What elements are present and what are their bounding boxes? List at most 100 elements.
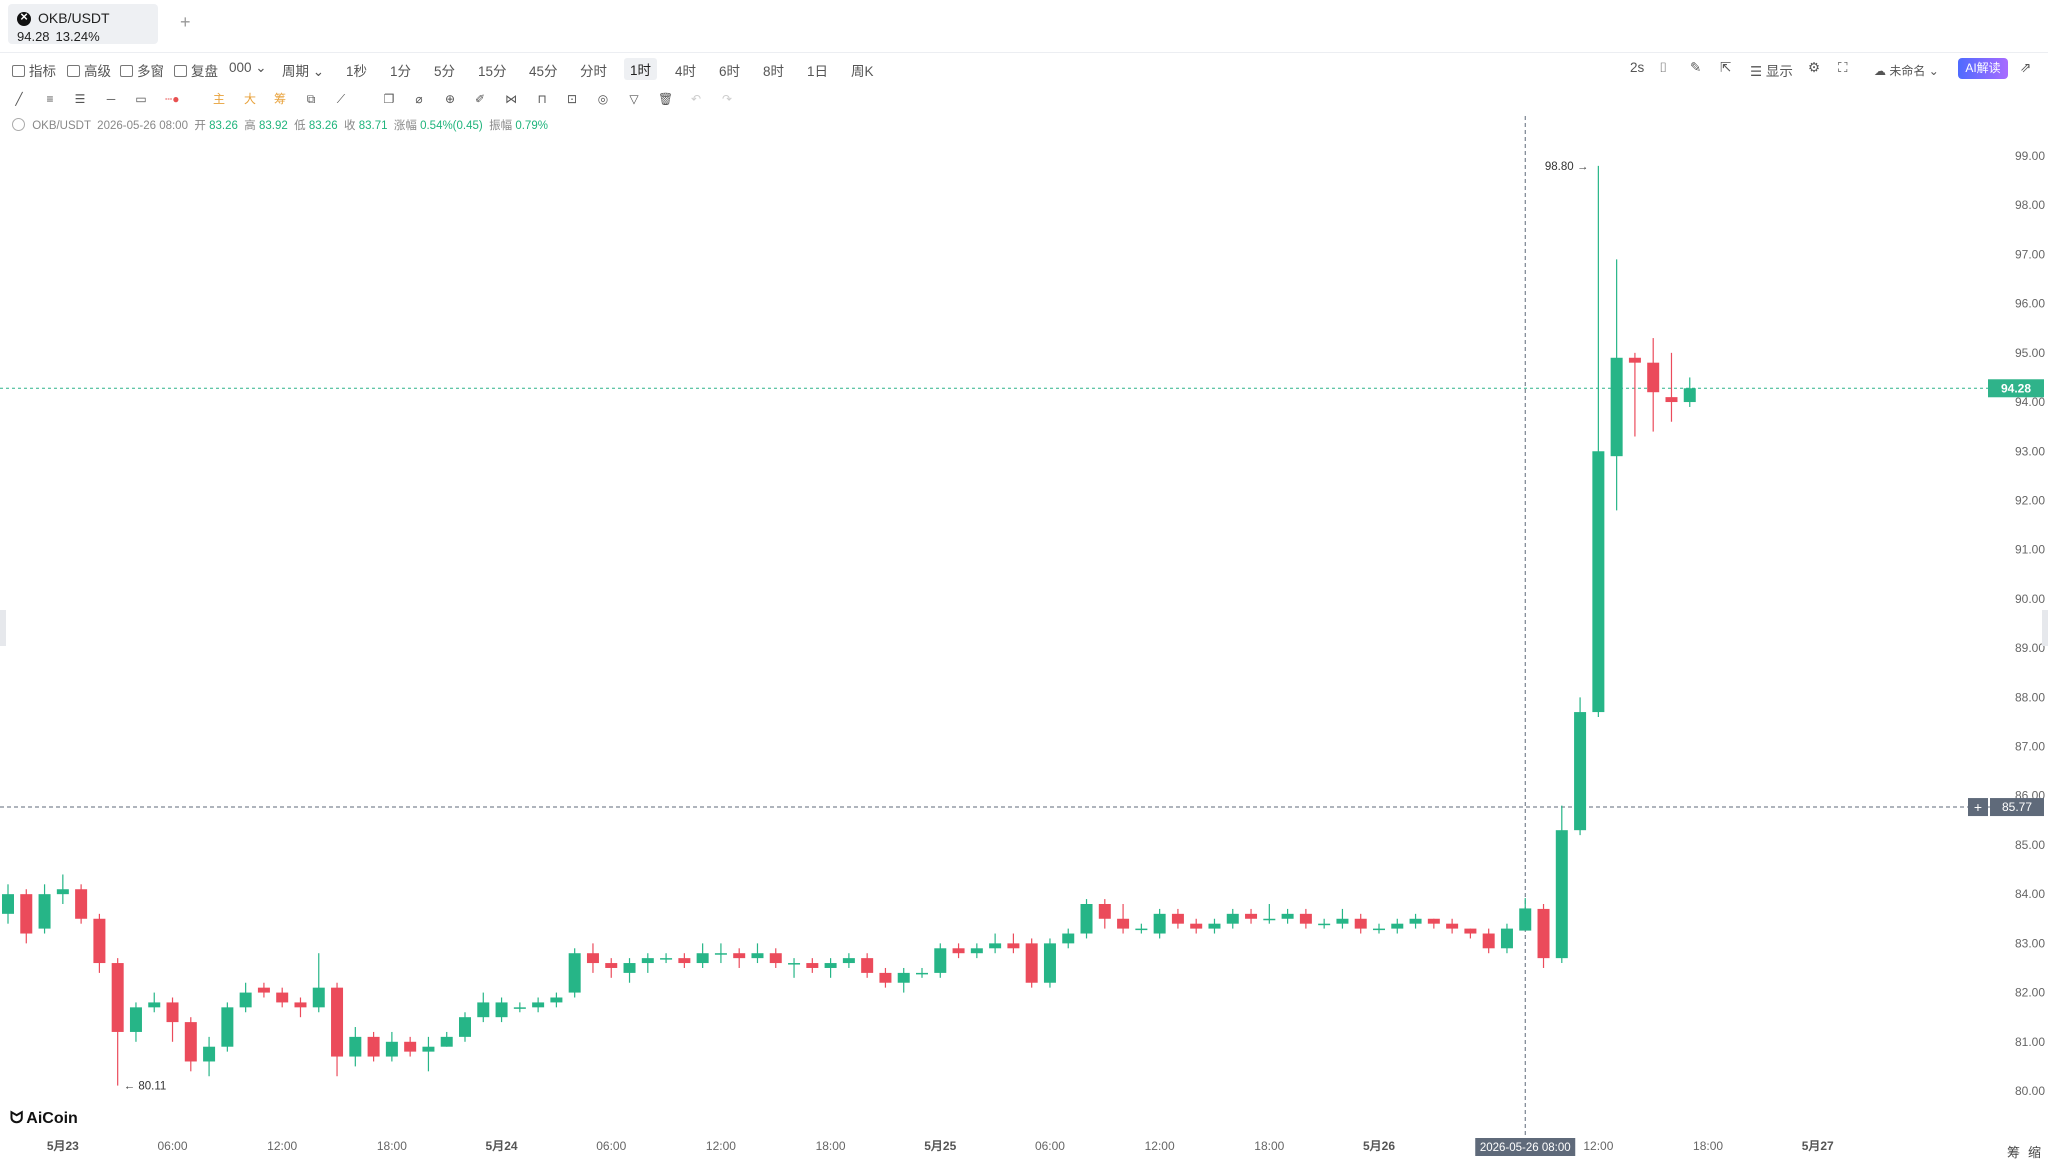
period-6h[interactable]: 6时 bbox=[719, 64, 741, 79]
last-price-badge-text: 94.28 bbox=[2001, 381, 2031, 395]
candle-body bbox=[1117, 918, 1130, 929]
horizontal-line-icon[interactable]: ─ bbox=[106, 92, 116, 106]
chips-button[interactable]: 筹 bbox=[273, 92, 286, 106]
candle bbox=[1354, 913, 1367, 934]
y-tick-label: 88.00 bbox=[2015, 690, 2045, 704]
candle-body bbox=[1336, 918, 1349, 924]
lock-icon[interactable]: ⊓ bbox=[537, 92, 547, 106]
ruler-icon[interactable]: ⌀ bbox=[415, 92, 423, 106]
candle-body bbox=[276, 992, 289, 1003]
visibility-icon[interactable] bbox=[12, 118, 25, 131]
period-dropdown[interactable]: 周期 ⌄ bbox=[282, 64, 325, 79]
candle bbox=[879, 967, 892, 988]
rectangle-icon[interactable]: ▭ bbox=[135, 92, 147, 106]
candle bbox=[532, 997, 545, 1013]
candle-body bbox=[678, 958, 691, 964]
candle-body bbox=[605, 963, 618, 968]
x-tick-label: 18:00 bbox=[816, 1139, 846, 1153]
copy-icon[interactable]: ❐ bbox=[383, 92, 395, 106]
compare-icon[interactable]: ⧉ bbox=[306, 92, 316, 106]
candle bbox=[1062, 928, 1075, 949]
export-icon[interactable]: ⇱ bbox=[1720, 60, 1732, 75]
left-panel-toggle[interactable] bbox=[0, 610, 6, 646]
candle bbox=[751, 943, 764, 964]
advanced-button[interactable]: 高级 bbox=[67, 60, 111, 80]
layout-dropdown[interactable]: ☁ 未命名 ⌄ bbox=[1874, 64, 1939, 78]
measure-icon[interactable]: ⟋ bbox=[336, 92, 346, 106]
candle bbox=[1318, 918, 1331, 929]
settings-icon[interactable]: ⚙ bbox=[1808, 60, 1821, 75]
ai-analysis-button[interactable]: AI解读 bbox=[1958, 58, 2008, 79]
period-5m[interactable]: 5分 bbox=[434, 64, 456, 79]
share-icon[interactable]: ⇗ bbox=[2020, 60, 2032, 75]
candle-body bbox=[532, 1002, 545, 1008]
main-force-button[interactable]: 主 bbox=[212, 92, 225, 106]
period-15m[interactable]: 15分 bbox=[478, 64, 507, 79]
fib-lines-icon[interactable]: ☰ bbox=[74, 92, 86, 106]
symbol-tab[interactable]: OKB/USDT 94.28 13.24% bbox=[8, 4, 158, 44]
period-45m[interactable]: 45分 bbox=[529, 64, 558, 79]
trash-icon[interactable]: 🗑 bbox=[658, 92, 674, 106]
candle-body bbox=[1025, 943, 1038, 983]
period-1d[interactable]: 1日 bbox=[807, 64, 829, 79]
parallel-lines-icon[interactable]: ≡ bbox=[46, 92, 54, 106]
zoom-toggle[interactable]: 缩 bbox=[2028, 1145, 2042, 1160]
x-tick-label: 06:00 bbox=[1035, 1139, 1065, 1153]
tab-price: 94.28 bbox=[17, 29, 50, 44]
period-4h[interactable]: 4时 bbox=[675, 64, 697, 79]
chips-toggle[interactable]: 筹 bbox=[2007, 1145, 2021, 1160]
redo-icon[interactable]: ↷ bbox=[721, 92, 733, 106]
period-8h[interactable]: 8时 bbox=[763, 64, 785, 79]
refresh-interval[interactable]: 2s bbox=[1630, 60, 1645, 75]
candle-body bbox=[1245, 913, 1258, 919]
period-1s[interactable]: 1秒 bbox=[346, 64, 368, 79]
tab-symbol: OKB/USDT bbox=[38, 10, 110, 26]
candlestick-chart[interactable]: 80.0081.0082.0083.0084.0085.0086.0087.00… bbox=[0, 112, 2048, 1161]
display-button[interactable]: ☰ 显示 bbox=[1750, 64, 1793, 79]
zoom-icon[interactable]: ⊕ bbox=[444, 92, 456, 106]
magnet-icon[interactable]: ◎ bbox=[597, 92, 609, 106]
indicator-button[interactable]: 指标 bbox=[12, 60, 56, 80]
y-tick-label: 80.00 bbox=[2015, 1084, 2045, 1098]
candle-body bbox=[952, 948, 965, 954]
period-1h[interactable]: 1时 bbox=[624, 58, 658, 80]
candle bbox=[75, 884, 88, 924]
chart-type-button[interactable]: 000 ⌄ bbox=[229, 60, 267, 75]
alert-icon[interactable]: ⊡ bbox=[566, 92, 578, 106]
x-tick-label: 12:00 bbox=[1583, 1139, 1613, 1153]
edit-icon[interactable]: ✎ bbox=[1690, 60, 1702, 75]
x-tick-label: 5月23 bbox=[47, 1139, 79, 1153]
undo-icon[interactable]: ↶ bbox=[690, 92, 702, 106]
candle-body bbox=[111, 963, 124, 1032]
candle-body bbox=[861, 958, 874, 973]
period-timeline[interactable]: 分时 bbox=[580, 64, 607, 79]
candle-body bbox=[751, 953, 764, 959]
candle bbox=[824, 958, 837, 978]
fullscreen-icon[interactable]: ⛶ bbox=[1838, 60, 1848, 75]
candle bbox=[257, 982, 270, 998]
y-tick-label: 85.00 bbox=[2015, 838, 2045, 852]
right-panel-toggle[interactable] bbox=[2042, 610, 2048, 646]
candle bbox=[276, 987, 289, 1008]
x-tick-label: 5月24 bbox=[486, 1139, 518, 1153]
pattern-icon[interactable]: ⋈ bbox=[505, 92, 517, 106]
candle bbox=[1574, 697, 1587, 836]
candle-body bbox=[495, 1002, 508, 1018]
add-tab-button[interactable]: + bbox=[180, 12, 191, 32]
line-tool-icon[interactable]: ╱ bbox=[15, 92, 23, 106]
replay-button[interactable]: 复盘 bbox=[174, 60, 218, 80]
camera-icon[interactable]: ⌷ bbox=[1659, 60, 1668, 75]
pen-icon[interactable]: ✐ bbox=[474, 92, 486, 106]
filter-icon[interactable]: ▽ bbox=[629, 92, 639, 106]
candle-body bbox=[550, 997, 563, 1003]
period-weekly[interactable]: 周K bbox=[851, 64, 874, 79]
candle bbox=[349, 1027, 362, 1067]
candle bbox=[733, 948, 746, 968]
big-order-button[interactable]: 大 bbox=[243, 92, 256, 106]
candle bbox=[806, 958, 819, 973]
info-high: 83.92 bbox=[258, 120, 288, 132]
ray-icon[interactable]: ┄● bbox=[165, 92, 180, 106]
x-tick-label: 5月25 bbox=[924, 1139, 956, 1153]
period-1m[interactable]: 1分 bbox=[390, 64, 412, 79]
multi-window-button[interactable]: 多窗 bbox=[120, 60, 164, 80]
